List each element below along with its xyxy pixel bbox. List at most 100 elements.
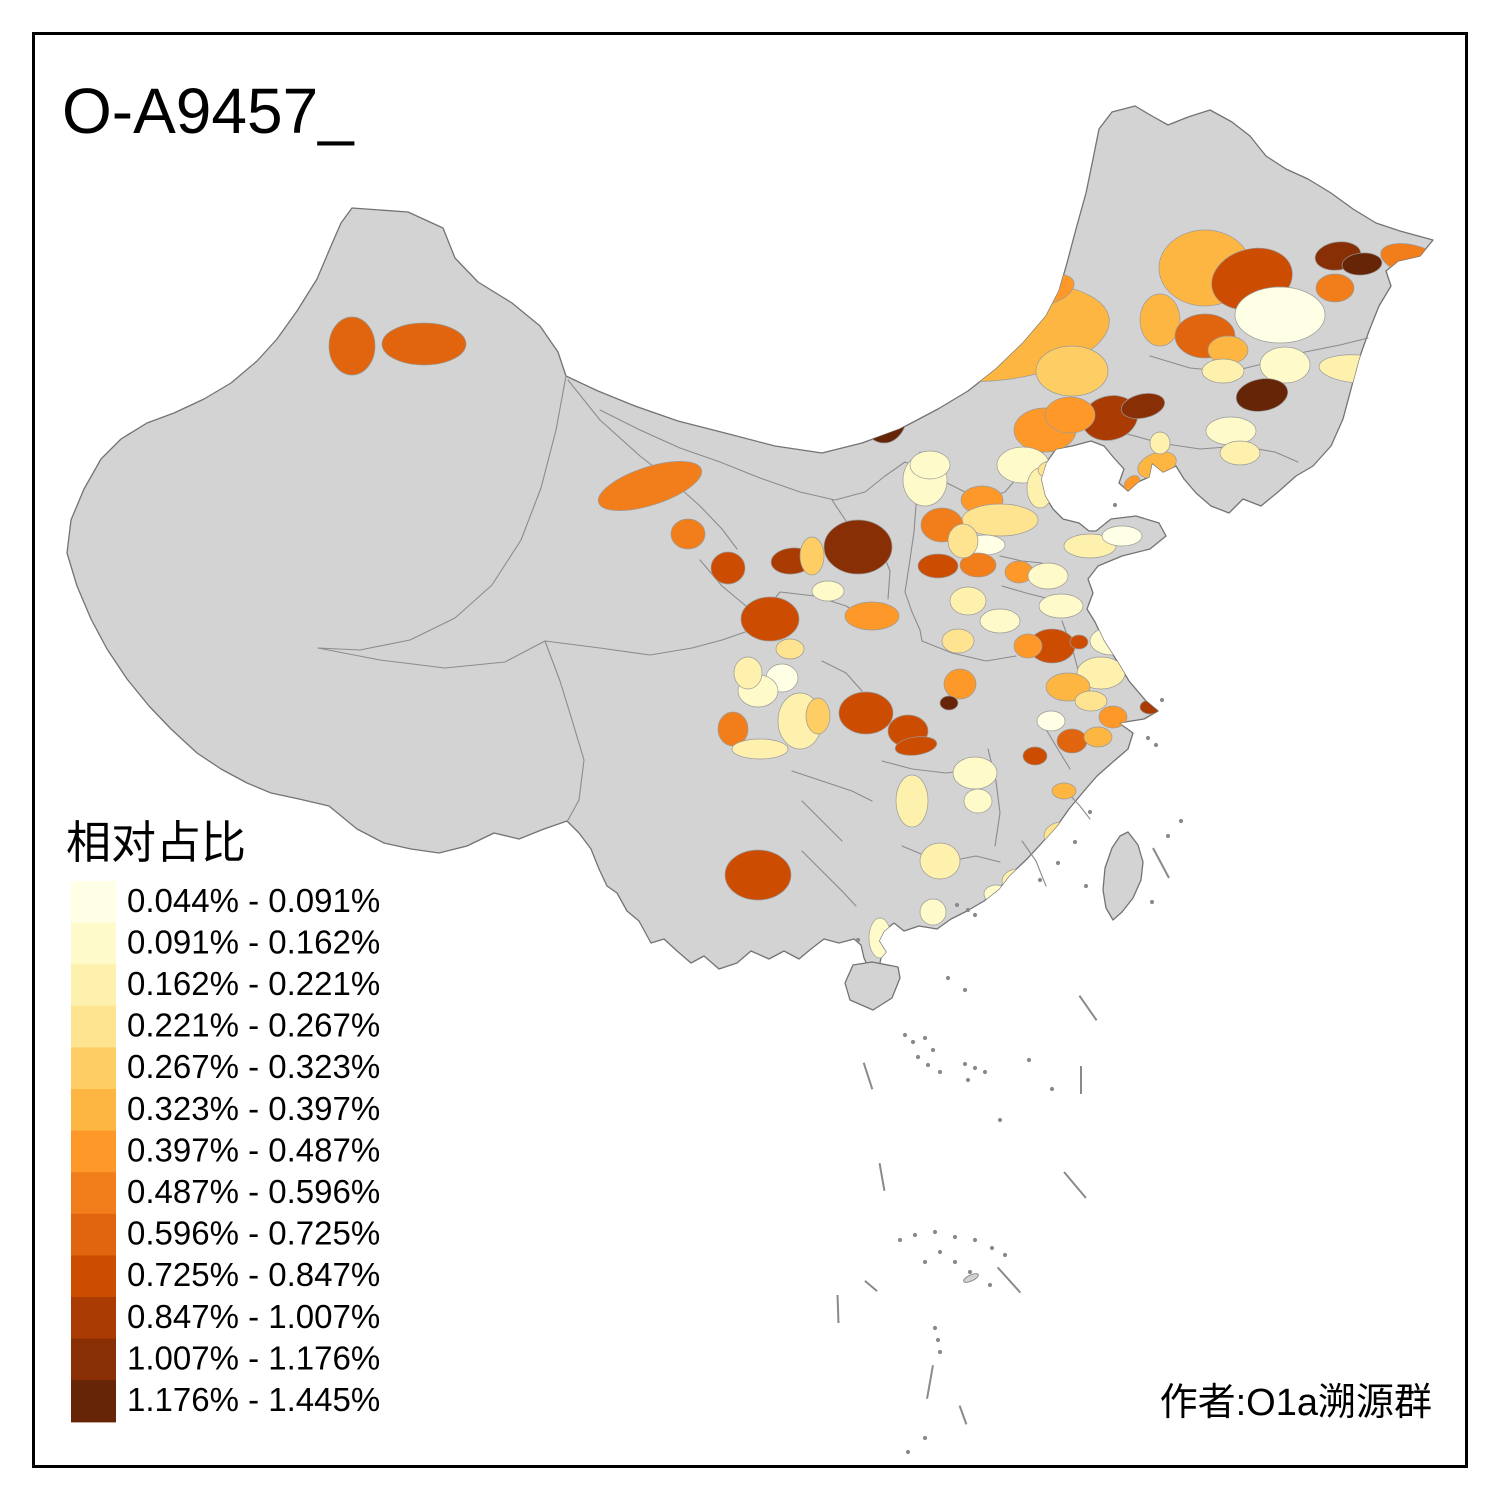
- region-patch: [1120, 393, 1166, 419]
- island-dot: [932, 1229, 938, 1235]
- legend-label: 0.487% - 0.596%: [127, 1173, 380, 1210]
- island-dot: [954, 902, 960, 908]
- island-dot: [972, 1237, 978, 1243]
- taiwan-island-shape: [1102, 831, 1144, 921]
- legend-swatch: [71, 1213, 116, 1256]
- region-patch: [919, 842, 961, 880]
- region-patch: [1259, 346, 1311, 384]
- legend-label: 0.847% - 1.007%: [127, 1298, 380, 1335]
- island-dot: [962, 987, 968, 993]
- island-dot: [1112, 502, 1118, 508]
- region-patch: [597, 461, 703, 511]
- sea-boundary-dash: [958, 1405, 968, 1425]
- island-dot: [1026, 1057, 1032, 1063]
- south-china-sea-islands: [836, 502, 1184, 1455]
- region-patch: [1027, 562, 1069, 590]
- region-patch: [1315, 273, 1355, 303]
- island-dot: [1002, 1252, 1008, 1258]
- region-patch: [724, 849, 792, 901]
- region-patch: [868, 917, 892, 959]
- legend-swatch: [71, 1338, 116, 1381]
- hainan-island-shape: [844, 961, 901, 1011]
- attribution: 作者:O1a溯源群: [1160, 1382, 1432, 1424]
- island-dot: [922, 1435, 928, 1441]
- island-dot: [1083, 883, 1089, 889]
- island-dot: [962, 1061, 968, 1067]
- island-dot: [935, 1337, 941, 1343]
- region-patch: [670, 518, 706, 550]
- legend-swatch: [71, 1297, 116, 1340]
- region-patch: [1038, 593, 1084, 619]
- region-patch: [952, 756, 998, 790]
- region-patch: [1022, 746, 1048, 766]
- region-patch: [1219, 440, 1261, 466]
- region-patch: [740, 596, 800, 642]
- legend-swatch: [71, 1130, 116, 1173]
- legend-label: 0.091% - 0.162%: [127, 923, 380, 960]
- region-patch: [1235, 378, 1289, 412]
- legend-label: 1.176% - 1.445%: [127, 1381, 380, 1418]
- island-dot: [1153, 742, 1159, 748]
- region-patch: [963, 788, 993, 814]
- island-dot: [1165, 833, 1171, 839]
- island-dot: [945, 975, 951, 981]
- region-patch: [1013, 633, 1043, 659]
- region-patch: [1139, 293, 1181, 347]
- region-patch: [947, 523, 979, 559]
- island-dot: [910, 1039, 916, 1045]
- region-patch: [943, 668, 977, 700]
- island-dot: [932, 1325, 938, 1331]
- region-patch: [917, 553, 959, 579]
- region-patch: [939, 695, 959, 711]
- island-dot: [897, 1237, 903, 1243]
- island-dot: [902, 1032, 908, 1038]
- region-patch: [381, 322, 467, 366]
- island-dot: [989, 1245, 995, 1251]
- legend-swatch: [71, 1255, 116, 1298]
- legend-label: 0.397% - 0.487%: [127, 1131, 380, 1168]
- island-dot: [1049, 1086, 1055, 1092]
- region-patch: [1083, 726, 1113, 748]
- region-patch: [838, 691, 894, 735]
- region-patch: [983, 884, 1009, 904]
- island-dot: [972, 1065, 978, 1071]
- island-dot: [930, 1047, 936, 1053]
- island-dot: [1178, 818, 1184, 824]
- island-dot: [1159, 697, 1165, 703]
- legend: 相对占比 0.044% - 0.091% 0.091% - 0.162% 0.162…: [66, 817, 380, 1423]
- island-dot: [1072, 839, 1078, 845]
- island-dot: [965, 1077, 971, 1083]
- region-patch: [1044, 396, 1096, 434]
- island-dot: [1055, 860, 1061, 866]
- legend-swatch: [71, 922, 116, 965]
- region-patch: [1001, 868, 1035, 894]
- sea-boundary-dash: [878, 1163, 886, 1191]
- island-dot: [922, 1035, 928, 1041]
- region-patch: [1149, 431, 1171, 455]
- sea-boundary-dash: [1063, 1171, 1087, 1199]
- island-dot: [965, 907, 971, 913]
- legend-label: 0.596% - 0.725%: [127, 1215, 380, 1252]
- region-patch: [1341, 252, 1383, 276]
- region-patch: [733, 656, 763, 690]
- island-dot: [937, 1069, 943, 1075]
- region-patch: [1056, 728, 1088, 754]
- region-patch: [959, 552, 997, 578]
- island-dot: [855, 937, 861, 943]
- island-dot: [937, 1249, 943, 1255]
- island-dot: [912, 1232, 918, 1238]
- legend-label: 0.162% - 0.221%: [127, 965, 380, 1002]
- legend-swatch: [71, 1047, 116, 1090]
- region-patch: [949, 586, 987, 616]
- legend-swatch: [71, 1172, 116, 1215]
- region-patch: [979, 608, 1021, 634]
- region-patch: [895, 774, 929, 828]
- region-patch: [328, 316, 376, 376]
- region-patch: [909, 450, 951, 480]
- region-patch: [1205, 416, 1257, 446]
- island-dot: [915, 1054, 921, 1060]
- sea-boundary-dash: [1078, 995, 1098, 1021]
- province-borders: [317, 337, 1369, 907]
